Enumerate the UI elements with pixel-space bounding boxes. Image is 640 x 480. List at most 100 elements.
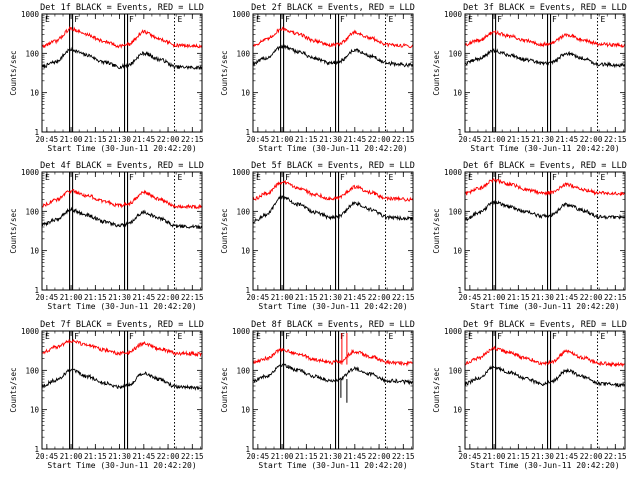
- marker-label: F: [129, 173, 134, 182]
- marker-label: F: [74, 173, 79, 182]
- plot-frame: [252, 13, 414, 133]
- marker-label: F: [552, 15, 557, 24]
- x-tick-label: 20:45: [36, 452, 59, 461]
- x-tick-label: 21:30: [531, 135, 554, 144]
- y-tick-label: 100: [25, 207, 39, 216]
- y-tick-label: 10: [30, 89, 40, 98]
- x-tick-label: 21:00: [483, 293, 506, 302]
- x-tick-label: 21:15: [507, 452, 530, 461]
- x-tick-label: 21:15: [84, 293, 107, 302]
- y-axis-label: Counts/sec: [432, 367, 441, 412]
- series-line-lld: [252, 25, 413, 49]
- y-tick-label: 1000: [21, 10, 40, 19]
- marker-label: E: [601, 332, 606, 341]
- marker-label: F: [285, 173, 290, 182]
- x-tick-label: 21:00: [60, 135, 83, 144]
- x-axis-label: Start Time (30-Jun-11 20:42:20): [258, 302, 407, 311]
- plot-frame: [464, 330, 626, 450]
- x-tick-label: 21:45: [133, 293, 156, 302]
- y-axis-label: Counts/sec: [9, 208, 18, 253]
- y-tick-label: 10: [241, 406, 251, 415]
- plot-frame: [252, 171, 414, 291]
- chart-title: Det 4f BLACK = Events, RED = LLD: [40, 161, 204, 171]
- marker-label: F: [285, 15, 290, 24]
- series-line-events: [41, 206, 202, 229]
- y-tick-label: 1: [457, 286, 462, 295]
- marker-label: F: [285, 332, 290, 341]
- x-tick-label: 22:00: [368, 452, 391, 461]
- marker-label: F: [497, 173, 502, 182]
- x-tick-label: 22:15: [604, 135, 627, 144]
- x-tick-label: 22:00: [368, 135, 391, 144]
- y-tick-label: 10: [30, 406, 40, 415]
- y-tick-label: 100: [236, 366, 250, 375]
- chart-title: Det 7f BLACK = Events, RED = LLD: [40, 320, 204, 330]
- series-line-events: [41, 46, 202, 70]
- chart-title: Det 9f BLACK = Events, RED = LLD: [463, 320, 627, 330]
- y-tick-label: 10: [453, 89, 463, 98]
- x-tick-label: 22:00: [580, 135, 603, 144]
- y-tick-label: 1000: [232, 168, 251, 177]
- marker-label: E: [601, 15, 606, 24]
- x-tick-label: 21:45: [556, 135, 579, 144]
- x-tick-label: 21:00: [483, 452, 506, 461]
- marker-label: E: [256, 15, 261, 24]
- x-tick-label: 20:45: [247, 452, 270, 461]
- y-tick-label: 1: [457, 445, 462, 454]
- y-tick-label: 1: [34, 286, 39, 295]
- y-tick-label: 1000: [21, 168, 40, 177]
- series-line-lld: [252, 179, 413, 202]
- y-tick-label: 100: [448, 207, 462, 216]
- plot-frame: [252, 330, 414, 450]
- x-tick-label: 22:00: [580, 452, 603, 461]
- x-tick-label: 20:45: [459, 293, 482, 302]
- series-line-events: [252, 44, 413, 69]
- x-tick-label: 21:45: [133, 135, 156, 144]
- x-tick-label: 21:30: [108, 452, 131, 461]
- x-axis-label: Start Time (30-Jun-11 20:42:20): [470, 144, 619, 153]
- series-line-lld: [41, 338, 202, 358]
- y-tick-label: 10: [30, 247, 40, 256]
- x-tick-label: 21:00: [60, 452, 83, 461]
- y-tick-label: 100: [448, 49, 462, 58]
- y-axis-label: Counts/sec: [220, 208, 229, 253]
- marker-label: E: [45, 173, 50, 182]
- y-tick-label: 1000: [444, 10, 463, 19]
- y-tick-label: 10: [241, 247, 251, 256]
- marker-label: E: [178, 173, 183, 182]
- marker-label: F: [497, 332, 502, 341]
- series-line-lld: [464, 178, 625, 197]
- x-axis-label: Start Time (30-Jun-11 20:42:20): [470, 461, 619, 470]
- series-line-events: [464, 365, 625, 388]
- marker-label: E: [256, 332, 261, 341]
- marker-label: E: [45, 15, 50, 24]
- x-tick-label: 20:45: [247, 293, 270, 302]
- series-line-lld: [41, 26, 202, 49]
- series-line-events: [464, 199, 625, 222]
- y-axis-label: Counts/sec: [220, 50, 229, 95]
- x-tick-label: 21:00: [60, 293, 83, 302]
- x-tick-label: 22:15: [181, 135, 204, 144]
- y-tick-label: 1: [245, 445, 250, 454]
- marker-label: E: [468, 332, 473, 341]
- marker-label: E: [389, 173, 394, 182]
- y-tick-label: 1000: [444, 168, 463, 177]
- marker-label: E: [601, 173, 606, 182]
- marker-label: E: [45, 332, 50, 341]
- x-tick-label: 21:00: [483, 135, 506, 144]
- marker-label: F: [340, 173, 345, 182]
- series-line-events: [464, 47, 625, 69]
- x-tick-label: 21:45: [556, 452, 579, 461]
- x-tick-label: 22:15: [181, 452, 204, 461]
- y-tick-label: 100: [25, 49, 39, 58]
- x-tick-label: 21:45: [556, 293, 579, 302]
- marker-label: E: [178, 332, 183, 341]
- y-axis-label: Counts/sec: [9, 367, 18, 412]
- x-tick-label: 22:15: [181, 293, 204, 302]
- y-axis-label: Counts/sec: [432, 208, 441, 253]
- x-tick-label: 21:45: [344, 135, 367, 144]
